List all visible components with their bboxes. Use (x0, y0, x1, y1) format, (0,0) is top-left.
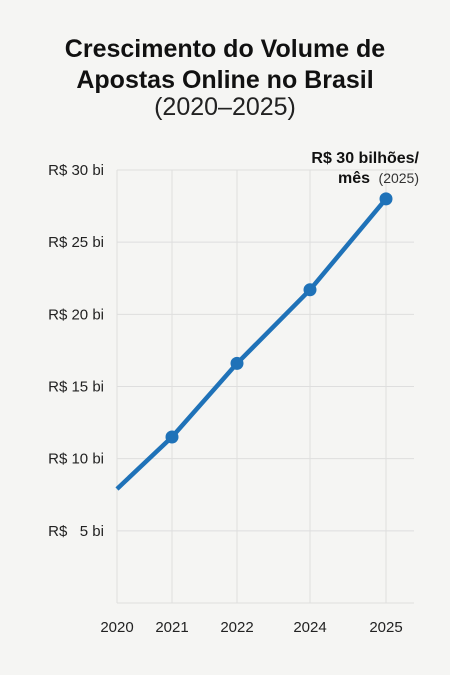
y-tick-label: R$ 20 bi (48, 306, 104, 323)
y-tick-label: R$ 30 bi (48, 162, 104, 179)
y-tick-label: R$ 10 bi (48, 451, 104, 468)
x-tick-label: 2022 (220, 619, 253, 636)
chart-title: Crescimento do Volume de Apostas Online … (0, 34, 450, 96)
chart-title-line-1: Crescimento do Volume de (64, 35, 386, 63)
chart-title-line-2: Apostas Online no Brasil (76, 66, 374, 94)
y-tick-label: R$ 15 bi (48, 379, 104, 396)
annotation-line-2-sub: (2025) (379, 170, 419, 186)
y-axis-ticks: R$ 30 bi R$ 25 bi R$ 20 bi R$ 15 bi R$ 10 bi… (48, 162, 104, 540)
series-group (115, 192, 393, 491)
data-point (303, 283, 317, 297)
annotation: R$ 30 bilhões/ mês (2025) (311, 150, 419, 187)
grid-lines (116, 169, 414, 604)
data-point (379, 192, 393, 206)
annotation-line-2-main: mês (338, 170, 370, 187)
x-tick-label: 2025 (369, 619, 402, 636)
x-tick-label: 2024 (293, 619, 326, 636)
annotation-line-1: R$ 30 bilhões/ (311, 150, 419, 167)
x-tick-label: 2020 (100, 619, 133, 636)
data-point (230, 356, 244, 370)
y-tick-label: R$ 5 bi (48, 523, 104, 540)
x-axis-ticks: 2020 2021 2022 2024 2025 (100, 619, 402, 636)
x-tick-label: 2021 (155, 619, 188, 636)
data-point (165, 430, 179, 444)
chart-subtitle: (2020–2025) (154, 93, 296, 121)
y-tick-label: R$ 25 bi (48, 234, 104, 251)
annotation-line-2: mês (2025) (338, 170, 419, 187)
